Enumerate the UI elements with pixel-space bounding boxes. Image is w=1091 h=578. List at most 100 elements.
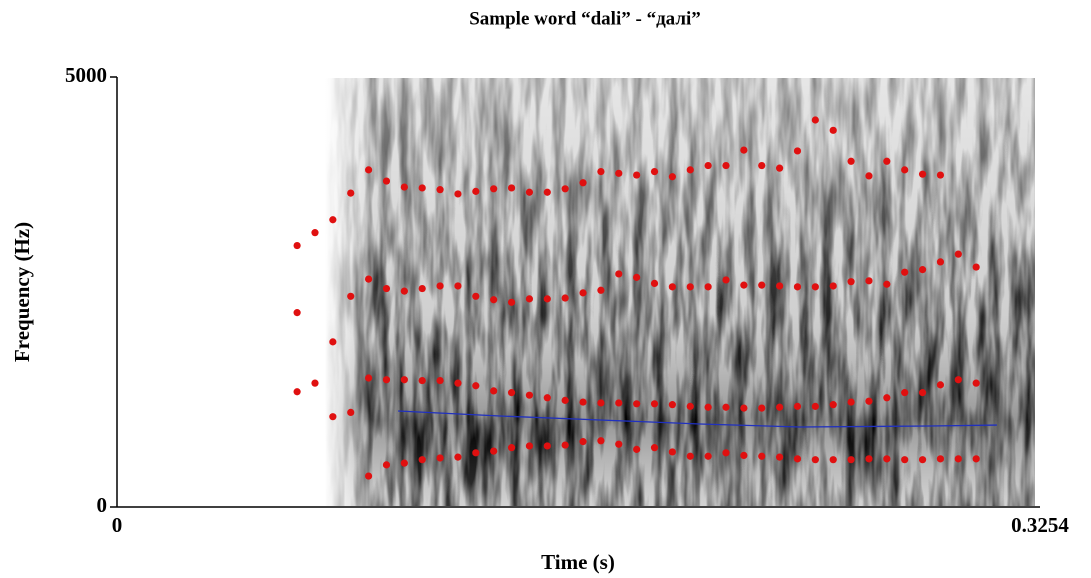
formant-point bbox=[829, 456, 837, 464]
formant-point bbox=[525, 188, 534, 196]
formant-point bbox=[400, 459, 408, 467]
formant-point bbox=[954, 376, 962, 384]
formant-point bbox=[829, 401, 837, 409]
formant-point bbox=[793, 402, 802, 410]
formant-point bbox=[829, 126, 837, 134]
formant-point bbox=[650, 279, 659, 287]
axes bbox=[116, 77, 1040, 508]
formant-point bbox=[454, 453, 462, 461]
formant-point bbox=[704, 283, 712, 291]
formant-point bbox=[740, 451, 748, 459]
formant-point bbox=[901, 268, 909, 276]
formant-point bbox=[615, 399, 623, 407]
formant-point bbox=[400, 287, 408, 295]
formant-point bbox=[579, 438, 587, 446]
formant-point bbox=[865, 455, 873, 463]
formant-point bbox=[865, 277, 873, 285]
formant-point bbox=[472, 187, 480, 195]
formant-point bbox=[507, 184, 516, 192]
formant-point bbox=[436, 186, 444, 194]
formant-point bbox=[293, 388, 301, 396]
formant-point bbox=[811, 402, 819, 410]
formant-point bbox=[382, 461, 391, 469]
formant-point bbox=[972, 379, 980, 387]
formant-point bbox=[668, 448, 676, 456]
formant-point bbox=[347, 408, 355, 416]
formant-point bbox=[436, 376, 444, 385]
formant-point bbox=[633, 445, 641, 453]
formant-point bbox=[472, 449, 480, 457]
formant-point bbox=[901, 166, 909, 174]
formant-point bbox=[311, 229, 319, 237]
y-tick-label: 0 bbox=[97, 493, 108, 517]
formant-point bbox=[543, 188, 551, 196]
formant-point bbox=[579, 398, 587, 406]
formant-point bbox=[776, 403, 784, 411]
formant-point bbox=[704, 161, 712, 170]
formant-point bbox=[954, 455, 962, 463]
formant-point bbox=[704, 452, 712, 460]
formant-point bbox=[686, 283, 694, 291]
formant-point bbox=[740, 404, 748, 412]
formant-point bbox=[776, 453, 784, 461]
formant-point bbox=[347, 292, 355, 300]
formant-point bbox=[418, 184, 426, 192]
formant-point bbox=[668, 401, 676, 409]
formant-point bbox=[418, 284, 426, 293]
formant-point bbox=[776, 282, 784, 290]
formant-point bbox=[758, 281, 766, 289]
formant-point bbox=[507, 389, 516, 397]
formant-point bbox=[418, 456, 426, 464]
formant-point bbox=[918, 170, 927, 178]
formant-point bbox=[811, 283, 819, 291]
formant-point bbox=[597, 399, 605, 407]
formant-point bbox=[883, 280, 891, 288]
formant-point bbox=[936, 381, 945, 389]
formant-point bbox=[329, 216, 337, 224]
formant-point bbox=[543, 394, 551, 402]
formant-point bbox=[364, 472, 373, 480]
formant-point bbox=[490, 447, 498, 455]
formant-point bbox=[668, 173, 676, 181]
formant-point bbox=[364, 275, 373, 283]
formant-point bbox=[847, 456, 855, 464]
formant-point bbox=[311, 379, 319, 387]
formant-point bbox=[758, 404, 766, 412]
formant-point bbox=[561, 185, 569, 193]
formant-point bbox=[525, 442, 534, 450]
formant-point bbox=[525, 391, 534, 399]
formant-point bbox=[436, 282, 444, 290]
formant-point bbox=[490, 296, 498, 304]
formant-point bbox=[722, 449, 730, 457]
formant-point bbox=[883, 455, 891, 463]
formant-point bbox=[883, 157, 891, 165]
formant-point bbox=[847, 157, 855, 165]
formant-point bbox=[776, 164, 784, 172]
formant-point bbox=[758, 161, 766, 170]
formant-point bbox=[472, 292, 480, 300]
formant-point bbox=[579, 179, 587, 187]
chart-title: Sample word “dali” - “далі” bbox=[469, 8, 701, 29]
formant-point bbox=[597, 437, 605, 445]
formant-point bbox=[382, 376, 391, 384]
formant-point bbox=[811, 116, 819, 124]
formant-point bbox=[561, 441, 569, 449]
formant-point bbox=[615, 169, 623, 177]
formant-point bbox=[918, 456, 927, 464]
formant-point bbox=[293, 241, 301, 250]
formant-point bbox=[454, 190, 462, 198]
formant-point bbox=[364, 374, 373, 382]
formant-point bbox=[865, 397, 873, 405]
formant-point bbox=[847, 278, 855, 286]
formant-point bbox=[507, 298, 516, 306]
formant-point bbox=[436, 454, 444, 462]
formant-point bbox=[293, 309, 301, 317]
formant-point bbox=[918, 389, 927, 397]
formant-point bbox=[865, 172, 873, 180]
y-tick-label: 5000 bbox=[65, 63, 107, 87]
formant-point bbox=[722, 276, 730, 284]
formant-point bbox=[347, 189, 355, 197]
formant-point bbox=[954, 250, 962, 258]
spectrogram bbox=[325, 78, 1035, 506]
